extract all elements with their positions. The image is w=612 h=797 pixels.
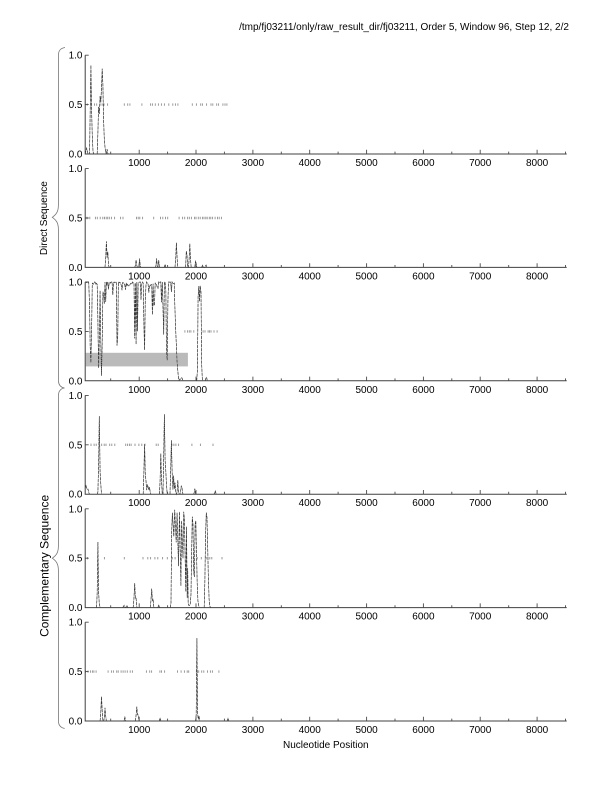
svg-text:8000: 8000 [526,158,549,169]
svg-text:4000: 4000 [299,498,322,509]
svg-text:1.0: 1.0 [69,278,83,289]
svg-text:Direct Sequence: Direct Sequence [39,181,50,255]
svg-text:2000: 2000 [185,158,208,169]
svg-text:6000: 6000 [412,725,435,736]
svg-text:3000: 3000 [242,385,265,396]
svg-text:0.5: 0.5 [69,667,83,678]
svg-text:7000: 7000 [469,271,492,282]
svg-text:0.0: 0.0 [69,603,83,614]
svg-text:0.5: 0.5 [69,100,83,111]
svg-text:1000: 1000 [128,158,151,169]
svg-text:7000: 7000 [469,612,492,623]
svg-text:4000: 4000 [299,158,322,169]
svg-text:/tmp/fj03211/only/raw_result_d: /tmp/fj03211/only/raw_result_dir/fj03211… [239,22,569,33]
svg-text:1.0: 1.0 [69,391,83,402]
svg-text:0.0: 0.0 [69,150,83,161]
svg-text:1.0: 1.0 [69,618,83,629]
svg-text:2000: 2000 [185,498,208,509]
svg-text:0.0: 0.0 [69,490,83,501]
svg-text:5000: 5000 [355,612,378,623]
svg-text:3000: 3000 [242,271,265,282]
svg-text:Complementary Sequence: Complementary Sequence [37,495,51,637]
svg-text:5000: 5000 [355,498,378,509]
svg-text:6000: 6000 [412,612,435,623]
svg-text:5000: 5000 [355,271,378,282]
svg-text:3000: 3000 [242,725,265,736]
svg-text:8000: 8000 [526,725,549,736]
svg-text:0.0: 0.0 [69,263,83,274]
svg-text:1000: 1000 [128,271,151,282]
svg-text:1000: 1000 [128,612,151,623]
svg-text:0.5: 0.5 [69,440,83,451]
svg-text:3000: 3000 [242,498,265,509]
svg-text:4000: 4000 [299,385,322,396]
svg-text:5000: 5000 [355,725,378,736]
svg-text:7000: 7000 [469,725,492,736]
svg-text:7000: 7000 [469,385,492,396]
svg-text:2000: 2000 [185,385,208,396]
svg-text:2000: 2000 [185,612,208,623]
svg-text:Nucleotide Position: Nucleotide Position [283,740,369,751]
svg-text:0.5: 0.5 [69,554,83,565]
svg-text:7000: 7000 [469,498,492,509]
svg-text:1000: 1000 [128,385,151,396]
svg-text:0.5: 0.5 [69,327,83,338]
svg-text:8000: 8000 [526,271,549,282]
svg-text:0.5: 0.5 [69,214,83,225]
svg-text:6000: 6000 [412,271,435,282]
svg-text:6000: 6000 [412,498,435,509]
svg-text:0.0: 0.0 [69,376,83,387]
svg-text:8000: 8000 [526,385,549,396]
svg-text:4000: 4000 [299,271,322,282]
svg-text:1.0: 1.0 [69,164,83,175]
svg-text:1000: 1000 [128,498,151,509]
svg-text:2000: 2000 [185,271,208,282]
svg-text:6000: 6000 [412,158,435,169]
svg-text:2000: 2000 [185,725,208,736]
svg-text:8000: 8000 [526,498,549,509]
svg-text:4000: 4000 [299,725,322,736]
svg-text:7000: 7000 [469,158,492,169]
svg-text:5000: 5000 [355,158,378,169]
svg-text:4000: 4000 [299,612,322,623]
svg-text:3000: 3000 [242,158,265,169]
svg-text:0.0: 0.0 [69,717,83,728]
svg-text:1.0: 1.0 [69,51,83,62]
svg-text:3000: 3000 [242,612,265,623]
svg-text:5000: 5000 [355,385,378,396]
svg-text:8000: 8000 [526,612,549,623]
svg-text:1.0: 1.0 [69,504,83,515]
svg-text:1000: 1000 [128,725,151,736]
svg-text:6000: 6000 [412,385,435,396]
